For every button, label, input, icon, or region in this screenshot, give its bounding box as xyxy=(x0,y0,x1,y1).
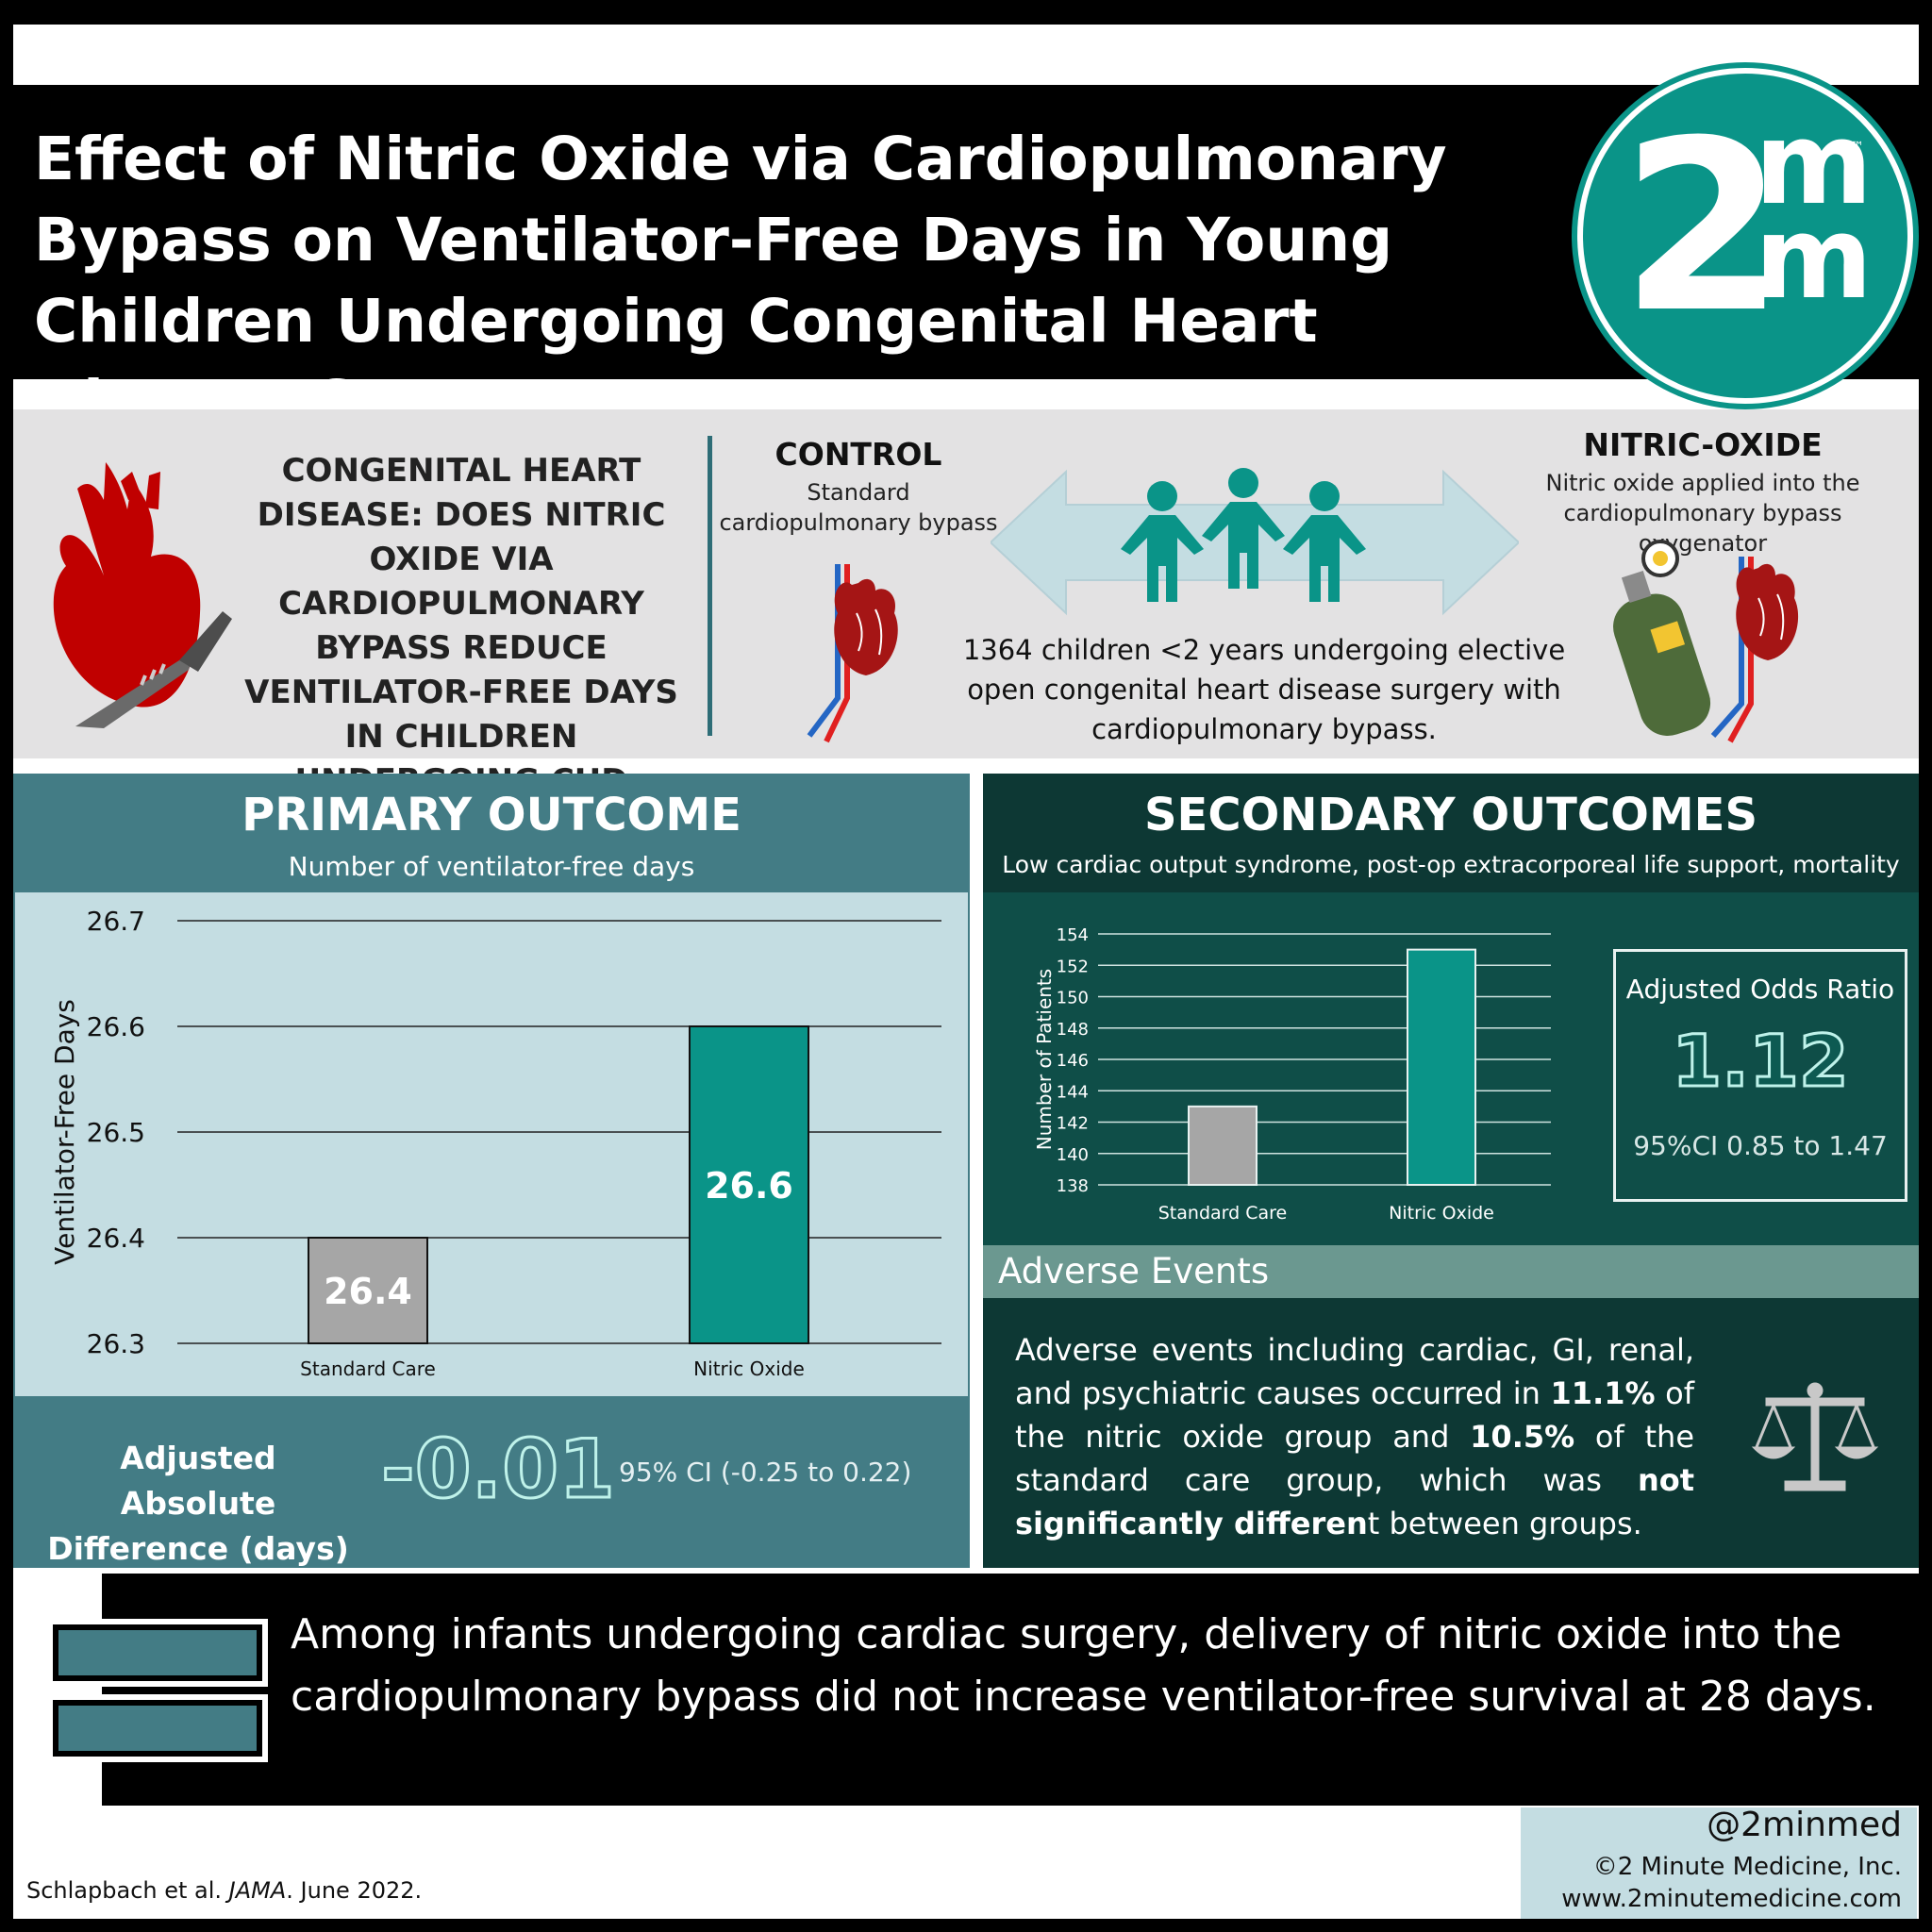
x-tick-label: Nitric Oxide xyxy=(1389,1203,1494,1224)
y-tick-label: 142 xyxy=(1057,1114,1089,1134)
intro-divider xyxy=(708,436,712,736)
secondary-outcomes-title: SECONDARY OUTCOMES xyxy=(1143,789,1758,841)
study-population-text: 1364 children <2 years undergoing electi… xyxy=(962,634,1566,745)
heart-bypass-icon xyxy=(807,564,898,743)
secondary-bar-chart: 138 140 142 144 146 148 150 152 154 Number of Pat… xyxy=(1033,925,1551,1224)
adverse-events-title: Adverse Events xyxy=(998,1251,1270,1291)
page-title: Effect of Nitric Oxide via Cardiopulmona… xyxy=(34,125,1447,437)
logo-trademark: ™ xyxy=(1851,140,1864,155)
adverse-events-header xyxy=(983,1245,1919,1298)
y-tick-label: 26.7 xyxy=(87,906,145,937)
bar-standard-care xyxy=(308,1237,428,1344)
logo-letter-bottom: m xyxy=(1755,193,1874,325)
primary-bar-chart: 26.3 26.4 26.5 26.6 26.7 Ventilator-Free Days… xyxy=(49,906,941,1380)
y-tick-label: 138 xyxy=(1057,1176,1089,1196)
nitric-oxide-title: NITRIC-OXIDE xyxy=(1583,426,1823,463)
study-design-panel xyxy=(13,409,1919,758)
y-tick-label: 140 xyxy=(1057,1145,1089,1165)
x-tick-label: Standard Care xyxy=(1158,1203,1287,1224)
y-tick-label: 26.3 xyxy=(87,1328,145,1359)
odds-ratio-box xyxy=(1613,949,1907,1202)
control-subtitle: Standard cardiopulmonary bypass xyxy=(719,479,998,536)
footer-website[interactable]: www.2minutemedicine.com xyxy=(1561,1885,1902,1913)
heart-scalpel-icon xyxy=(53,462,232,728)
logo-letter-top: m xyxy=(1755,99,1874,230)
conclusion-text: Among infants undergoing cardiac surgery… xyxy=(291,1610,1876,1721)
y-tick-label: 148 xyxy=(1057,1020,1089,1040)
double-arrow-children-icon xyxy=(991,468,1519,616)
y-axis-label: Number of Patients xyxy=(1033,969,1056,1150)
nitric-oxide-subtitle: Nitric oxide applied into the cardiopulm… xyxy=(1545,470,1860,557)
balance-scale-icon xyxy=(1751,1382,1879,1491)
citation: Schlapbach et al. JAMA. June 2022. xyxy=(26,1877,423,1904)
secondary-outcomes-subtitle: Low cardiac output syndrome, post-op ext… xyxy=(1002,851,1900,878)
brand-logo xyxy=(1577,68,1913,404)
absolute-difference-ci: 95% CI (-0.25 to 0.22) xyxy=(619,1457,912,1488)
y-tick-label: 154 xyxy=(1057,925,1089,945)
absolute-difference-value: -0.01 xyxy=(380,1422,617,1519)
y-axis-label: Ventilator-Free Days xyxy=(49,999,80,1265)
bar-nitric-oxide xyxy=(1407,948,1476,1186)
bar-value-label: 26.6 xyxy=(705,1165,793,1207)
bar-nitric-oxide xyxy=(689,1025,809,1344)
primary-outcome-subtitle: Number of ventilator-free days xyxy=(288,851,695,882)
y-tick-label: 144 xyxy=(1057,1082,1089,1102)
x-tick-label: Standard Care xyxy=(300,1357,436,1380)
y-tick-label: 26.4 xyxy=(87,1223,145,1254)
footer-copyright: ©2 Minute Medicine, Inc. xyxy=(1592,1853,1902,1881)
y-tick-label: 152 xyxy=(1057,957,1089,976)
conclusion-band xyxy=(102,1574,1919,1806)
x-tick-label: Nitric Oxide xyxy=(693,1357,805,1380)
footer-brand-box xyxy=(1521,1807,1917,1919)
gas-cylinder-heart-icon xyxy=(1613,540,1799,743)
y-tick-label: 26.5 xyxy=(87,1117,145,1148)
control-title: CONTROL xyxy=(774,436,942,473)
y-tick-label: 26.6 xyxy=(87,1011,145,1042)
conclusion-bar-icon-bottom xyxy=(47,1694,268,1762)
y-tick-label: 146 xyxy=(1057,1051,1089,1071)
logo-number: 2 xyxy=(1621,90,1785,364)
footer-handle[interactable]: @2minmed xyxy=(1707,1806,1902,1844)
conclusion-bar-icon-top xyxy=(47,1619,268,1687)
y-tick-label: 150 xyxy=(1057,989,1089,1008)
primary-outcome-title: PRIMARY OUTCOME xyxy=(242,789,741,841)
odds-ratio-value: 1.12 xyxy=(1671,1018,1851,1105)
footer-copyright-website: ©2 Minute Medicine, Inc. www.2minutemedi… xyxy=(1521,1851,1902,1915)
adverse-events-text: Adverse events including cardiac, GI, re… xyxy=(1015,1332,1695,1541)
bar-standard-care xyxy=(1188,1105,1257,1186)
odds-ratio-ci: 95%CI 0.85 to 1.47 xyxy=(1633,1130,1888,1161)
absolute-difference-label: Adjusted Absolute Difference (days) xyxy=(47,1440,349,1567)
bar-value-label: 26.4 xyxy=(324,1271,412,1312)
odds-ratio-label: Adjusted Odds Ratio xyxy=(1625,974,1895,1005)
